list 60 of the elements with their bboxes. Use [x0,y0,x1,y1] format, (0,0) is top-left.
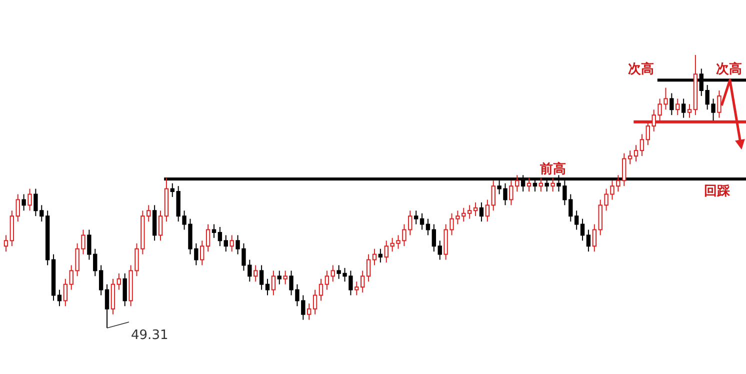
candlestick [206,224,210,252]
candlestick [4,234,8,252]
candlestick [22,194,26,212]
candlestick [158,210,163,242]
annotation: 次高 [716,61,742,78]
candlestick [104,284,110,328]
candlestick [330,264,335,282]
candlestick [426,218,430,236]
candlestick [467,204,472,220]
candlestick [485,199,490,222]
annotation: 回踩 [704,184,731,199]
candlestick [538,177,544,192]
candlestick [628,150,632,165]
candlestick [640,134,644,157]
candlestick [414,210,418,225]
candlestick [717,90,722,118]
candlestick [580,218,585,242]
candlestick [526,177,532,192]
candlestick [200,240,204,266]
candlestick [473,202,478,217]
candlestick [378,248,383,263]
candlestick [670,92,674,116]
candlestick [687,104,692,118]
candlestick [224,234,228,252]
candlestick [676,98,680,116]
candlestick [372,248,377,266]
candlestick [63,278,68,307]
candlestick [271,270,276,296]
candlestick [28,188,32,212]
candlestick [634,144,638,162]
candlestick [586,229,591,252]
candlestick [318,278,324,302]
candlestick [98,264,104,296]
candlestick [254,264,258,282]
candlestick [366,254,371,282]
candlestick [277,270,282,285]
candlestick [116,272,122,290]
candlestick [681,98,686,118]
candlestick [491,180,496,212]
candlestick [432,224,436,252]
candlestick [479,202,484,222]
candlestick [574,210,579,230]
candlestick [212,224,216,238]
candlestick [324,270,330,290]
annotation: 次高 [628,61,654,78]
candlestick [307,302,312,320]
candlestick [438,240,442,260]
candlestick [283,270,288,285]
candlestick [230,234,234,252]
candlestick [57,289,62,307]
candlestick [265,278,270,296]
annotation: 49.31 [131,328,168,343]
candlestick [312,289,318,315]
candlestick [420,212,424,230]
candlestick [16,194,20,222]
candlestick [122,272,127,307]
candlestick [550,177,555,192]
candlestick [259,264,264,290]
ref-line-label: 前高 [538,160,566,177]
candlestick [218,226,222,247]
